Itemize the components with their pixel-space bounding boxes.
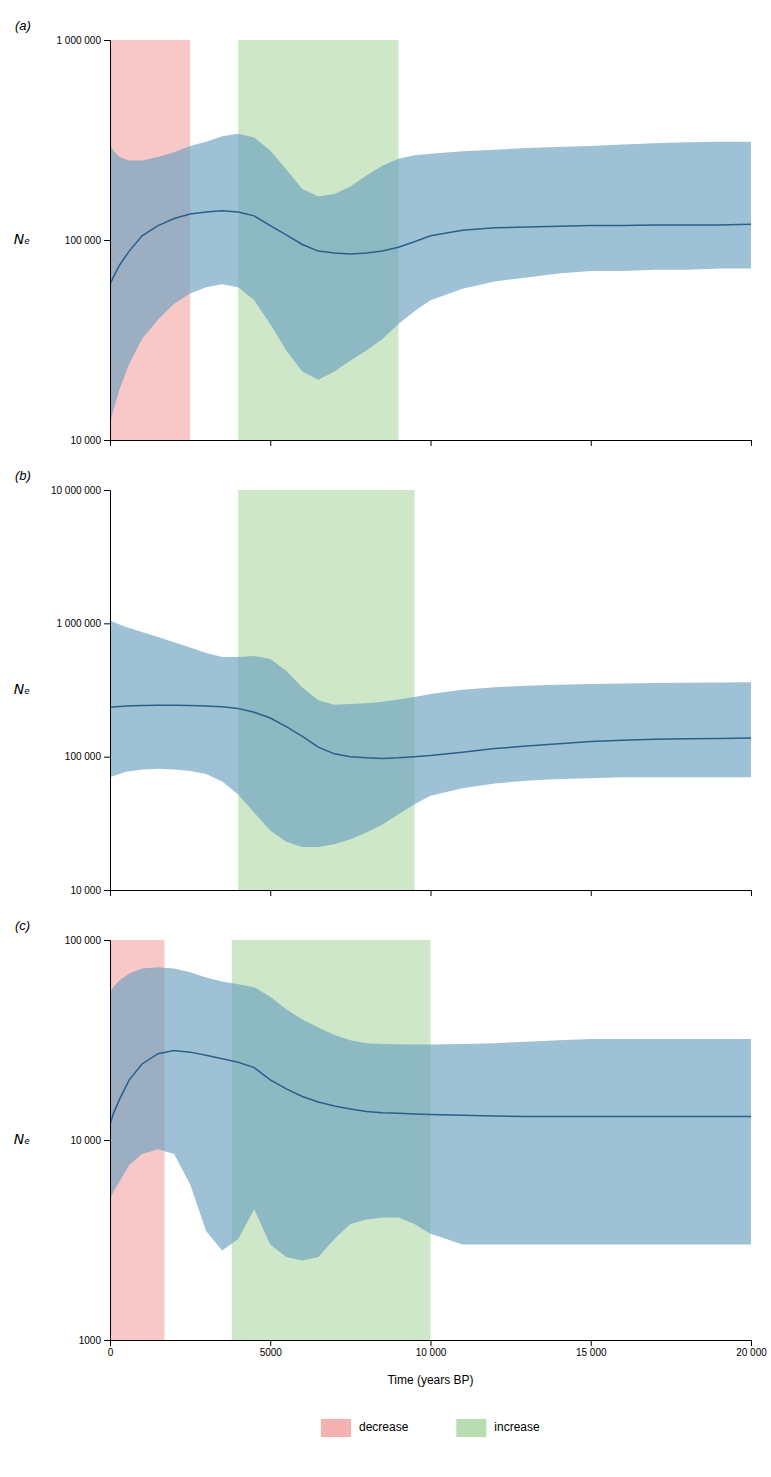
tick: 100 000 <box>65 235 110 246</box>
tick-mark <box>431 1340 432 1346</box>
tick-mark <box>751 1340 752 1346</box>
tick-mark <box>104 240 110 241</box>
tick-mark <box>104 940 110 941</box>
y-axis: 1000 10 000 100 000 <box>65 935 111 1346</box>
tick-mark <box>270 1340 271 1346</box>
median-line <box>110 211 751 285</box>
x-axis <box>111 440 752 446</box>
tick: 10 000 <box>70 1135 110 1146</box>
tick <box>591 440 592 446</box>
tick-label: 10 000 <box>70 1135 101 1146</box>
tick-label: 20 000 <box>736 1347 767 1358</box>
tick-mark <box>431 440 432 446</box>
median-line <box>110 1051 751 1125</box>
tick-label: 10 000 <box>416 1347 447 1358</box>
y-axis: 10 000 100 000 1 000 000 <box>57 35 111 446</box>
tick <box>591 890 592 896</box>
tick-mark <box>104 757 110 758</box>
tick <box>431 440 432 446</box>
tick: 1000 <box>79 1335 110 1346</box>
tick-label: 10 000 <box>70 885 101 896</box>
axis-line <box>111 891 752 897</box>
interval-area <box>110 621 751 848</box>
axis-line <box>104 491 111 891</box>
tick-label: 10 000 000 <box>51 485 101 496</box>
legend-item: decrease <box>321 1419 409 1437</box>
tick: 10 000 <box>70 885 110 896</box>
panel: 10 000 100 000 1 000 000 (a) Nₑ <box>14 18 752 446</box>
legend: decrease increase <box>321 1419 540 1437</box>
tick-mark <box>431 890 432 896</box>
panel-label: (a) <box>15 18 31 33</box>
tick-label: 100 000 <box>65 935 102 946</box>
tick-mark <box>270 890 271 896</box>
x-axis-label: Time (years BP) <box>387 1373 473 1387</box>
tick <box>270 890 271 896</box>
legend-item: increase <box>456 1419 540 1437</box>
tick-mark <box>751 440 752 446</box>
legend-swatch <box>456 1419 486 1437</box>
tick <box>431 890 432 896</box>
axis-line <box>104 41 111 441</box>
axis-line <box>104 941 111 1341</box>
interval-area <box>110 967 751 1260</box>
panel-label: (b) <box>15 468 31 483</box>
tick: 1 000 000 <box>57 618 111 629</box>
y-axis-label: Nₑ <box>14 681 30 697</box>
tick-mark <box>104 40 110 41</box>
tick: 15 000 <box>576 1340 607 1358</box>
tick: 0 <box>108 1340 114 1358</box>
axis-line <box>111 1341 752 1347</box>
tick-mark <box>270 440 271 446</box>
plot-area <box>110 40 751 440</box>
tick-mark <box>591 1340 592 1346</box>
tick: 5000 <box>260 1340 283 1358</box>
interval-area <box>110 134 751 424</box>
tick-label: 15 000 <box>576 1347 607 1358</box>
x-axis: 0 5000 10 000 15 000 20 000 <box>108 1340 768 1358</box>
legend-label: increase <box>494 1420 540 1434</box>
tick-mark <box>591 890 592 896</box>
legend-label: decrease <box>359 1420 409 1434</box>
tick-mark <box>104 1340 110 1341</box>
median-line <box>110 705 751 758</box>
panel: 0 5000 10 000 15 000 20 000 1000 10 000 100 000… <box>14 918 767 1387</box>
tick-mark <box>104 890 110 891</box>
y-axis-label: Nₑ <box>14 1131 30 1147</box>
legend-swatch <box>321 1419 351 1437</box>
tick-mark <box>591 440 592 446</box>
tick-mark <box>104 1140 110 1141</box>
tick-mark <box>104 440 110 441</box>
plot-area <box>110 490 751 890</box>
tick-label: 1000 <box>79 1335 102 1346</box>
tick-label: 5000 <box>260 1347 283 1358</box>
axis-line <box>111 441 752 447</box>
tick-label: 100 000 <box>65 751 102 762</box>
chart: 10 000 100 000 1 000 000 (a) Nₑ 10 000 100 000… <box>0 0 771 1477</box>
tick-mark <box>104 490 110 491</box>
tick-label: 10 000 <box>70 435 101 446</box>
tick: 10 000 000 <box>51 485 110 496</box>
tick: 20 000 <box>736 1340 767 1358</box>
tick: 100 000 <box>65 751 110 762</box>
tick-mark <box>104 623 110 624</box>
x-axis <box>111 890 752 896</box>
tick <box>751 890 752 896</box>
tick: 10 000 <box>70 435 110 446</box>
tick-label: 0 <box>108 1347 114 1358</box>
tick: 10 000 <box>416 1340 447 1358</box>
tick <box>751 440 752 446</box>
tick-mark <box>751 890 752 896</box>
y-axis-label: Nₑ <box>14 231 30 247</box>
tick <box>270 440 271 446</box>
y-axis: 10 000 100 000 1 000 000 10 000 000 <box>51 485 111 896</box>
tick-label: 1 000 000 <box>57 35 102 46</box>
tick-label: 1 000 000 <box>57 618 102 629</box>
plot-area <box>110 940 751 1340</box>
tick: 100 000 <box>65 935 110 946</box>
panel-label: (c) <box>15 918 30 933</box>
panel: 10 000 100 000 1 000 000 10 000 000 (b) Nₑ <box>14 468 752 896</box>
tick-label: 100 000 <box>65 235 102 246</box>
tick: 1 000 000 <box>57 35 111 46</box>
